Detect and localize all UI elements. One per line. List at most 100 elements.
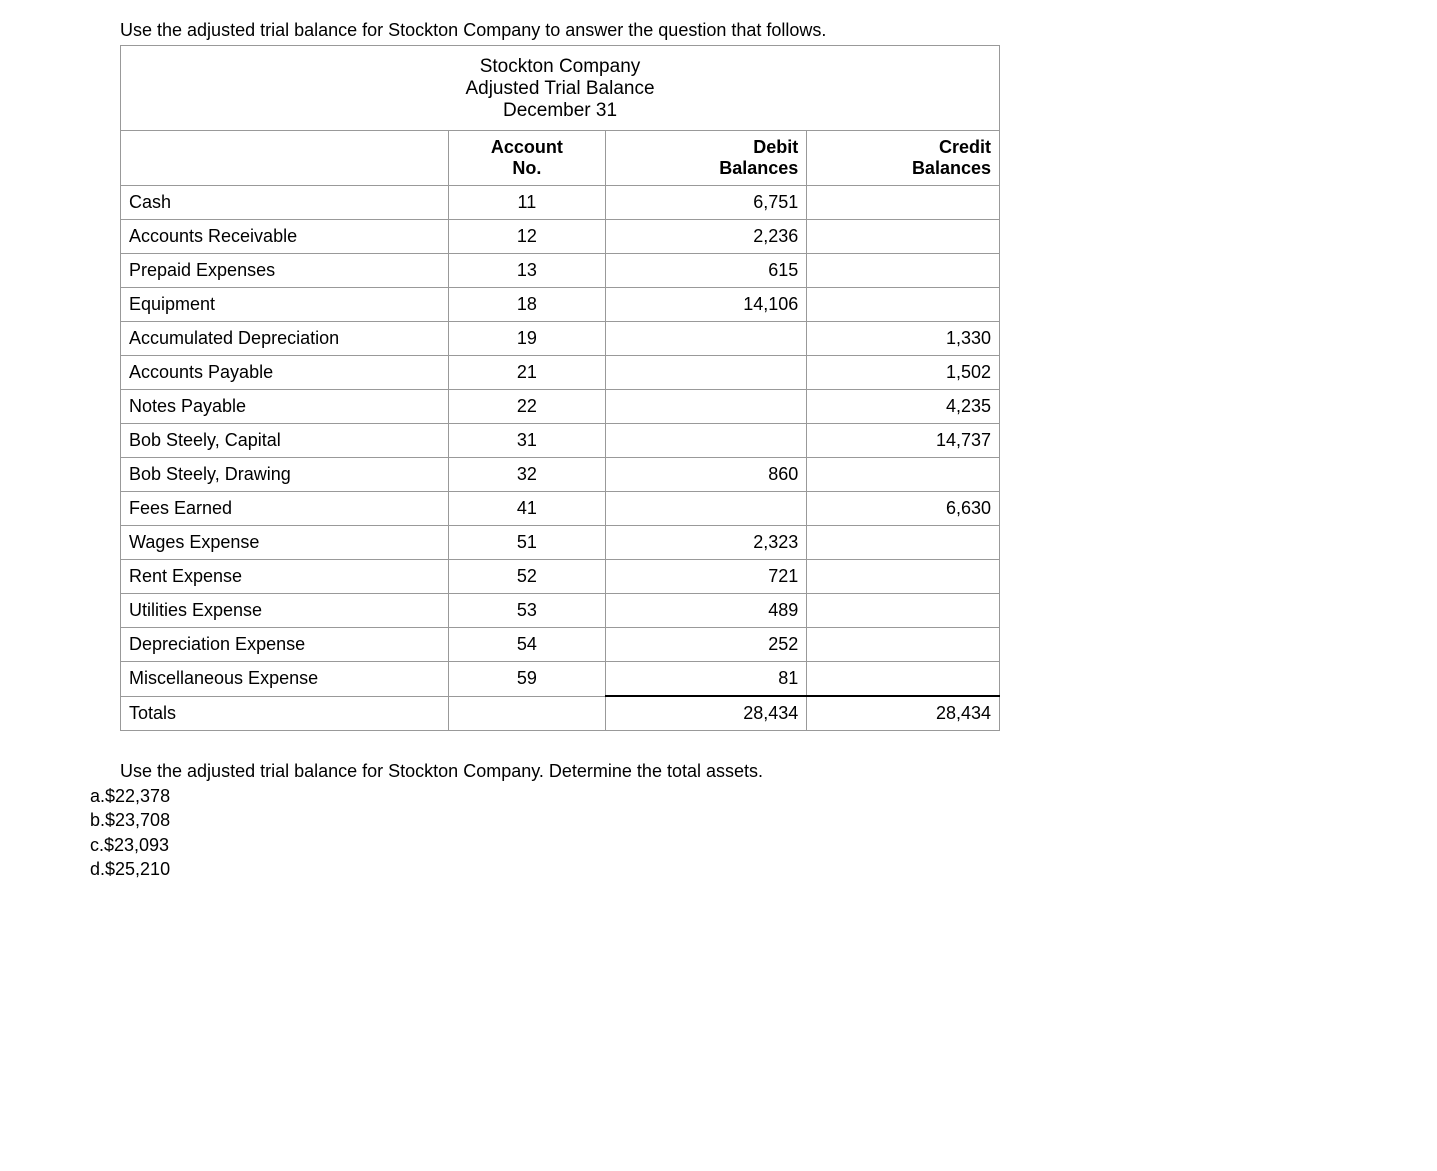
debit-cell (605, 322, 806, 356)
debit-cell (605, 390, 806, 424)
trial-balance-table: Stockton Company Adjusted Trial Balance … (120, 45, 1000, 731)
header-account (121, 131, 449, 186)
table-row: Utilities Expense53489 (121, 594, 1000, 628)
debit-cell: 721 (605, 560, 806, 594)
table-row: Equipment1814,106 (121, 288, 1000, 322)
totals-row: Totals 28,434 28,434 (121, 696, 1000, 731)
title-line3: December 31 (503, 100, 617, 121)
account-name-cell: Cash (121, 186, 449, 220)
account-no-cell: 21 (448, 356, 605, 390)
debit-cell: 252 (605, 628, 806, 662)
table-row: Accounts Payable21 1,502 (121, 356, 1000, 390)
credit-cell (807, 254, 1000, 288)
credit-cell (807, 628, 1000, 662)
header-debit: Debit Balances (605, 131, 806, 186)
table-row: Notes Payable22 4,235 (121, 390, 1000, 424)
credit-cell: 14,737 (807, 424, 1000, 458)
account-name-cell: Accounts Receivable (121, 220, 449, 254)
title-line2: Adjusted Trial Balance (465, 78, 654, 99)
account-name-cell: Depreciation Expense (121, 628, 449, 662)
credit-cell (807, 288, 1000, 322)
account-no-cell: 51 (448, 526, 605, 560)
account-no-cell: 11 (448, 186, 605, 220)
title-line1: Stockton Company (480, 56, 641, 77)
account-name-cell: Miscellaneous Expense (121, 662, 449, 697)
debit-cell: 2,323 (605, 526, 806, 560)
table-row: Cash116,751 (121, 186, 1000, 220)
table-row: Accumulated Depreciation191,330 (121, 322, 1000, 356)
account-name-cell: Bob Steely, Drawing (121, 458, 449, 492)
totals-no (448, 696, 605, 731)
header-account-no: Account No. (448, 131, 605, 186)
header-debit-l1: Debit (753, 137, 798, 157)
answer-b: b.$23,708 (90, 808, 1417, 832)
question-text: Use the adjusted trial balance for Stock… (120, 761, 1417, 782)
totals-credit: 28,434 (807, 696, 1000, 731)
debit-cell: 6,751 (605, 186, 806, 220)
credit-cell (807, 662, 1000, 697)
debit-cell: 81 (605, 662, 806, 697)
header-account-no-l2: No. (512, 158, 541, 178)
header-credit-l2: Balances (912, 158, 991, 178)
account-name-cell: Accounts Payable (121, 356, 449, 390)
intro-text: Use the adjusted trial balance for Stock… (120, 20, 1417, 41)
debit-cell: 860 (605, 458, 806, 492)
answer-d: d.$25,210 (90, 857, 1417, 881)
credit-cell (807, 560, 1000, 594)
account-name-cell: Notes Payable (121, 390, 449, 424)
table-title-cell: Stockton Company Adjusted Trial Balance … (121, 46, 1000, 131)
table-row: Accounts Receivable122,236 (121, 220, 1000, 254)
table-row: Depreciation Expense54252 (121, 628, 1000, 662)
account-no-cell: 13 (448, 254, 605, 288)
credit-cell: 1,502 (807, 356, 1000, 390)
account-no-cell: 53 (448, 594, 605, 628)
account-no-cell: 31 (448, 424, 605, 458)
debit-cell (605, 424, 806, 458)
credit-cell (807, 458, 1000, 492)
debit-cell: 489 (605, 594, 806, 628)
account-no-cell: 22 (448, 390, 605, 424)
answer-c: c.$23,093 (90, 833, 1417, 857)
account-name-cell: Utilities Expense (121, 594, 449, 628)
table-row: Fees Earned41 6,630 (121, 492, 1000, 526)
account-name-cell: Equipment (121, 288, 449, 322)
credit-cell: 1,330 (807, 322, 1000, 356)
credit-cell: 4,235 (807, 390, 1000, 424)
table-row: Bob Steely, Drawing32860 (121, 458, 1000, 492)
account-name-cell: Fees Earned (121, 492, 449, 526)
account-no-cell: 18 (448, 288, 605, 322)
table-row: Miscellaneous Expense5981 (121, 662, 1000, 697)
debit-cell: 2,236 (605, 220, 806, 254)
debit-cell: 14,106 (605, 288, 806, 322)
answer-a: a.$22,378 (90, 784, 1417, 808)
credit-cell (807, 526, 1000, 560)
account-no-cell: 52 (448, 560, 605, 594)
table-row: Rent Expense52721 (121, 560, 1000, 594)
credit-cell (807, 594, 1000, 628)
totals-debit: 28,434 (605, 696, 806, 731)
header-row: Account No. Debit Balances Credit Balanc… (121, 131, 1000, 186)
account-no-cell: 32 (448, 458, 605, 492)
table-row: Bob Steely, Capital31 14,737 (121, 424, 1000, 458)
account-name-cell: Rent Expense (121, 560, 449, 594)
debit-cell (605, 492, 806, 526)
header-credit-l1: Credit (939, 137, 991, 157)
trial-balance-table-wrapper: Stockton Company Adjusted Trial Balance … (120, 45, 1000, 731)
account-name-cell: Bob Steely, Capital (121, 424, 449, 458)
title-row: Stockton Company Adjusted Trial Balance … (121, 46, 1000, 131)
account-name-cell: Prepaid Expenses (121, 254, 449, 288)
account-no-cell: 12 (448, 220, 605, 254)
account-no-cell: 59 (448, 662, 605, 697)
table-row: Wages Expense512,323 (121, 526, 1000, 560)
debit-cell (605, 356, 806, 390)
table-row: Prepaid Expenses13615 (121, 254, 1000, 288)
account-no-cell: 54 (448, 628, 605, 662)
account-name-cell: Wages Expense (121, 526, 449, 560)
header-account-no-l1: Account (491, 137, 563, 157)
header-credit: Credit Balances (807, 131, 1000, 186)
totals-label: Totals (121, 696, 449, 731)
answer-choices: a.$22,378 b.$23,708 c.$23,093 d.$25,210 (90, 784, 1417, 881)
account-no-cell: 41 (448, 492, 605, 526)
credit-cell (807, 186, 1000, 220)
credit-cell: 6,630 (807, 492, 1000, 526)
